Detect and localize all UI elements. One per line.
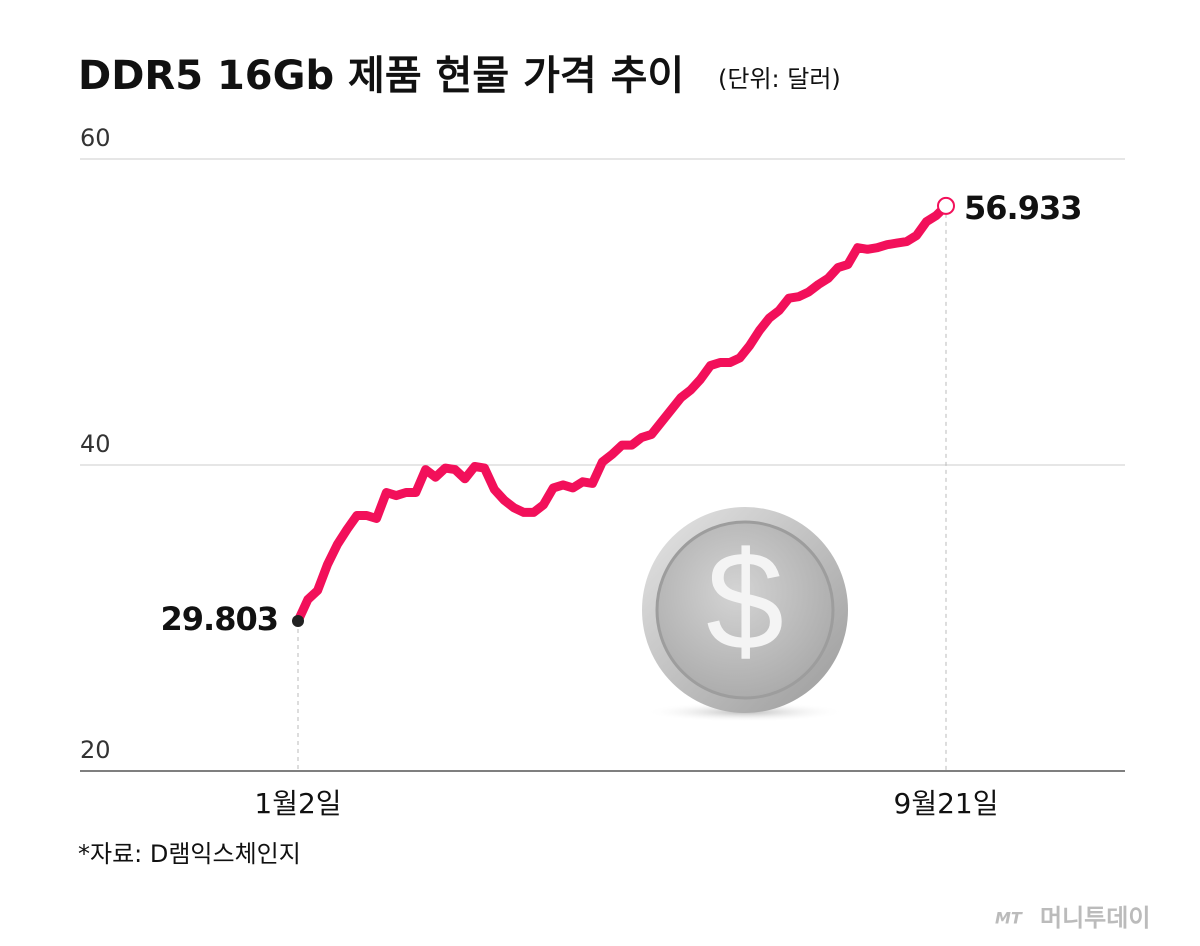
end-point — [937, 196, 955, 215]
y-tick-label: 40 — [80, 430, 111, 458]
y-tick-label: 20 — [80, 736, 111, 764]
unit-label: (단위: 달러) — [718, 65, 841, 93]
chart-title: DDR5 16Gb 제품 현물 가격 추이 — [78, 53, 684, 99]
y-tick-label: 60 — [80, 124, 111, 152]
brand-mark: MT — [995, 909, 1023, 928]
start-point — [292, 615, 304, 628]
svg-text:$: $ — [706, 522, 784, 679]
x-tick-label: 9월21일 — [894, 787, 999, 820]
data-label: 29.803 — [161, 600, 278, 638]
x-tick-label: 1월2일 — [254, 787, 341, 820]
data-label: 56.933 — [964, 189, 1081, 227]
line-series — [293, 201, 951, 626]
source-note: *자료: D램익스체인지 — [78, 840, 301, 868]
brand-logo: 머니투데이 — [1040, 904, 1150, 932]
coin-icon: $ — [642, 507, 848, 722]
